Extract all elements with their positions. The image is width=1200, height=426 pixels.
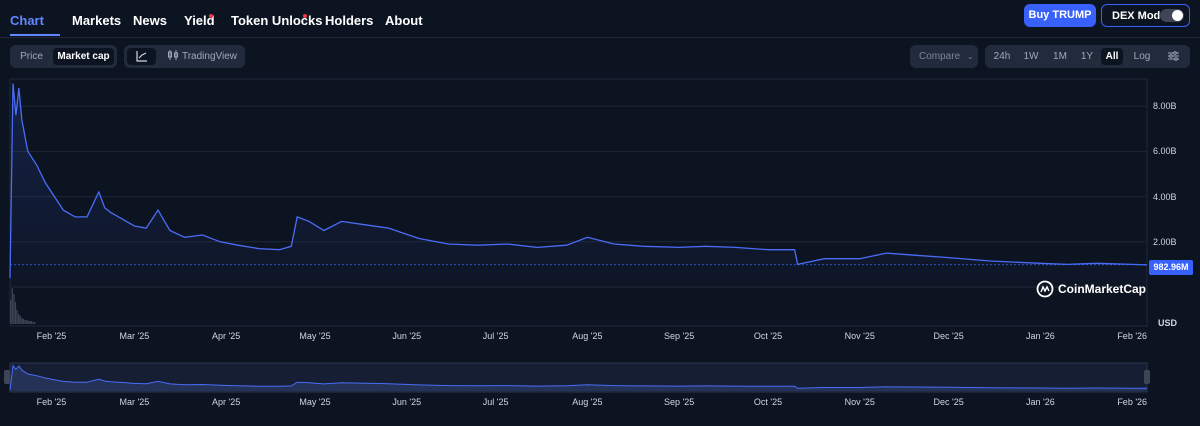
x-tick-label: Aug '25 [572, 331, 603, 341]
x-tick-label: Jun '25 [392, 331, 422, 341]
navigator-x-tick-label: Feb '25 [36, 397, 67, 407]
dex-mode-label: DEX Mode [1112, 10, 1167, 22]
navigator-area [10, 365, 1147, 391]
dex-mode-toggle[interactable]: DEX Mode [1101, 4, 1190, 27]
x-tick-label: Feb '25 [36, 331, 67, 341]
tab-markets[interactable]: Markets [72, 13, 122, 28]
volume-bar [21, 318, 23, 324]
navigator-x-tick-label: Sep '25 [664, 397, 695, 407]
navigator-x-tick-label: Apr '25 [212, 397, 241, 407]
x-tick-label: Mar '25 [119, 331, 150, 341]
range-selector: 24h 1W 1M 1Y All Log [985, 45, 1190, 68]
navigator-x-tick-label: Dec '25 [933, 397, 964, 407]
line-chart-icon [135, 51, 147, 62]
range-all[interactable]: All [1101, 48, 1123, 65]
candlestick-icon [167, 50, 178, 60]
volume-bar [14, 302, 17, 324]
compare-label: Compare [919, 51, 961, 62]
navigator-x-tick-label: Nov '25 [844, 397, 875, 407]
volume-bar [27, 321, 29, 324]
y-unit-label: USD [1158, 318, 1178, 328]
volume-bar [22, 319, 25, 324]
volume-bar [24, 320, 26, 324]
tab-about[interactable]: About [385, 13, 423, 28]
navigator-x-tick-label: Oct '25 [753, 397, 783, 407]
range-1w[interactable]: 1W [1023, 51, 1039, 62]
volume-bars [10, 288, 36, 324]
line-chart-icon-button[interactable] [127, 48, 156, 65]
volume-bar [29, 321, 31, 324]
volume-bar [30, 321, 33, 324]
x-tick-label: Jan '26 [1026, 331, 1055, 341]
x-tick-label: Jul '25 [482, 331, 509, 341]
volume-bar [16, 310, 18, 324]
navigator-x-tick-label: Aug '25 [572, 397, 603, 407]
x-tick-label: Oct '25 [753, 331, 783, 341]
metric-switch: Price Market cap [10, 45, 117, 68]
volume-bar [10, 300, 12, 324]
y-tick-label: 8.00B [1153, 101, 1177, 112]
market-cap-area [10, 83, 1147, 287]
y-tick-label: 6.00B [1153, 146, 1177, 157]
market-cap-line [9, 83, 1148, 279]
navigator-x-tick-label: May '25 [299, 397, 331, 407]
chart-plot-frame [9, 78, 1148, 327]
notification-dot [303, 14, 307, 18]
coinmarketcap-watermark: CoinMarketCap [1036, 280, 1146, 298]
toggle-knob [1172, 10, 1183, 21]
toggle-switch[interactable] [1160, 9, 1184, 22]
buy-trump-button[interactable]: Buy TRUMP [1024, 4, 1096, 27]
sliders-icon [1167, 51, 1179, 61]
tab-token-unlocks[interactable]: Token Unlocks [231, 13, 323, 28]
x-tick-label: Sep '25 [664, 331, 695, 341]
tab-holders[interactable]: Holders [325, 13, 374, 28]
x-tick-label: Dec '25 [933, 331, 964, 341]
price-tab[interactable]: Price [20, 51, 43, 62]
navigator-x-tick-label: Feb '26 [1117, 397, 1148, 407]
current-value-badge: 982.96M [1149, 260, 1193, 275]
navigator-line [9, 364, 1147, 390]
active-tab-indicator [10, 34, 60, 36]
x-tick-label: Apr '25 [212, 331, 241, 341]
tradingview-button[interactable]: TradingView [164, 48, 240, 65]
market-cap-tab[interactable]: Market cap [53, 48, 114, 65]
chart-settings-button[interactable] [1160, 48, 1186, 65]
notification-dot [209, 14, 213, 18]
top-navigation: Chart Markets News Yield Token Unlocks Holder… [0, 0, 1200, 38]
coinmarketcap-logo-icon [1036, 280, 1054, 298]
tradingview-label: TradingView [181, 51, 238, 62]
navigator-x-tick-label: Jan '26 [1026, 397, 1055, 407]
volume-bar [26, 320, 28, 324]
range-1m[interactable]: 1M [1053, 51, 1067, 62]
tab-chart[interactable]: Chart [10, 13, 44, 28]
volume-bar [13, 294, 15, 324]
tab-news[interactable]: News [133, 13, 167, 28]
y-tick-label: 2.00B [1153, 236, 1177, 247]
volume-bar [18, 314, 20, 324]
x-tick-label: May '25 [299, 331, 331, 341]
navigator-right-handle[interactable] [1144, 370, 1150, 384]
volume-bar [32, 322, 34, 324]
navigator-x-tick-label: Jun '25 [392, 397, 422, 407]
chevron-down-icon: ⌄ [966, 52, 974, 61]
range-24h[interactable]: 24h [993, 51, 1011, 62]
log-scale-button[interactable]: Log [1133, 51, 1151, 62]
navigator-x-tick-label: Jul '25 [482, 397, 509, 407]
volume-bar [11, 288, 13, 324]
navigator-left-handle[interactable] [4, 370, 10, 384]
compare-dropdown[interactable]: Compare ⌄ [910, 45, 978, 68]
range-1y[interactable]: 1Y [1080, 51, 1094, 62]
chart-type-switch: TradingView [124, 45, 245, 68]
watermark-text: CoinMarketCap [1058, 282, 1147, 296]
volume-bar [34, 322, 36, 324]
y-tick-label: 4.00B [1153, 191, 1177, 202]
volume-bar [19, 316, 21, 324]
x-tick-label: Nov '25 [844, 331, 875, 341]
tab-yield[interactable]: Yield [184, 13, 215, 28]
navigator-x-tick-label: Mar '25 [119, 397, 150, 407]
x-tick-label: Feb '26 [1117, 331, 1148, 341]
